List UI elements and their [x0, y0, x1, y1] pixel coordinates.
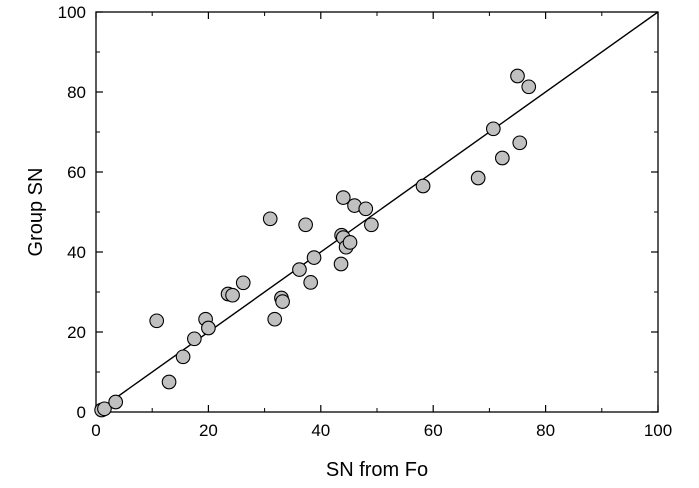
x-axis-title: SN from Fo	[326, 459, 428, 481]
data-point	[267, 311, 283, 327]
x-tick-label: 20	[199, 421, 218, 440]
data-point	[364, 217, 379, 233]
x-tick-label: 100	[644, 421, 672, 440]
data-point	[275, 294, 290, 309]
data-point	[470, 170, 486, 186]
data-point	[149, 313, 165, 329]
data-point	[333, 256, 349, 272]
data-point	[187, 331, 202, 347]
y-axis-title: Group SN	[25, 168, 47, 257]
x-tick-label: 40	[311, 421, 330, 440]
y-tick-label: 60	[67, 163, 86, 182]
data-point	[303, 275, 319, 290]
data-point	[108, 394, 124, 410]
data-point	[342, 235, 358, 250]
y-tick-label: 100	[58, 3, 86, 22]
y-tick-label: 0	[77, 403, 86, 422]
x-tick-label: 60	[424, 421, 443, 440]
data-point	[512, 135, 528, 151]
y-tick-label: 40	[67, 243, 86, 262]
data-point	[292, 262, 307, 277]
data-points	[94, 68, 537, 418]
y-tick-label: 80	[67, 83, 86, 102]
data-point	[335, 190, 351, 205]
data-point	[201, 320, 216, 336]
data-point	[175, 349, 191, 365]
data-point	[494, 150, 510, 166]
data-point	[161, 374, 177, 390]
data-point	[510, 68, 525, 84]
data-point	[306, 250, 322, 265]
data-point	[358, 201, 374, 217]
data-point	[298, 217, 313, 233]
data-point	[415, 178, 431, 194]
data-point	[485, 121, 501, 137]
data-point	[521, 79, 537, 95]
data-point	[97, 401, 112, 417]
axis-ticks: 0 20 40 60 80 100 0 20 40 60 80 100	[58, 3, 673, 440]
y-tick-label: 20	[67, 323, 86, 342]
data-point	[235, 275, 251, 291]
x-tick-label: 80	[536, 421, 555, 440]
x-tick-label: 0	[91, 421, 100, 440]
identity-reference-line	[95, 11, 659, 413]
data-point	[225, 287, 240, 303]
data-point	[262, 211, 278, 227]
